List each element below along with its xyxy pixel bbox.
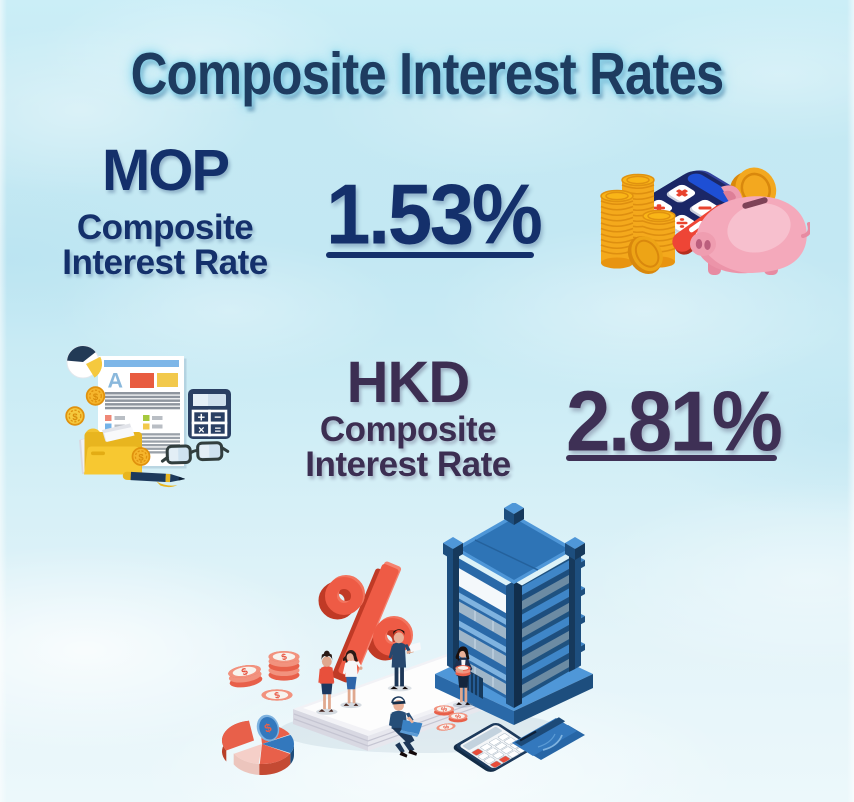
mop-currency: MOP	[101, 138, 230, 203]
people-icons	[316, 629, 474, 758]
glasses-icon	[160, 441, 230, 465]
document-letter: A	[108, 369, 124, 393]
mini-pie-chart-icon	[66, 345, 103, 379]
piggy-bank-savings-illustration	[600, 167, 810, 275]
dollar-glyph: $	[263, 720, 274, 735]
dollar-glyph: $	[72, 412, 78, 423]
hkd-label-block: HKD Composite Interest Rate	[283, 350, 533, 484]
hkd-rate-underline	[566, 455, 777, 461]
mop-label-line2: Interest Rate	[62, 243, 268, 282]
mop-label-line1: Composite	[76, 208, 254, 247]
dollar-glyph: $	[240, 666, 250, 679]
dollar-glyph: $	[138, 452, 144, 463]
hkd-rate: 2.81%	[566, 378, 783, 465]
pen-icon	[122, 471, 185, 488]
dollar-glyph: $	[273, 690, 281, 701]
office-building-icon	[435, 503, 593, 725]
economy-scene-illustration: $ $ $ %%% $	[221, 503, 593, 775]
finance-report-illustration: A	[65, 345, 231, 488]
page-title: Composite Interest Rates	[130, 40, 725, 107]
woman-red-top-icon	[316, 650, 338, 715]
flat-calculator-icon: + − × =	[188, 389, 231, 439]
mop-rate: 1.53%	[326, 171, 543, 258]
percent-glyph: %	[455, 713, 463, 721]
mop-label-block: MOP Composite Interest Rate	[40, 138, 290, 282]
dollar-coins-icon: $ $ $	[228, 651, 300, 701]
dollar-coin-icon: $ $	[65, 386, 106, 426]
hkd-currency: HKD	[346, 350, 471, 415]
man-laptop-icon	[388, 696, 423, 758]
calc-equals-key: =	[215, 425, 221, 437]
woman-coins-icon	[452, 646, 474, 708]
dollar-glyph: $	[93, 392, 99, 403]
dollar-coin-icon: $	[131, 447, 151, 466]
percent-glyph: %	[443, 724, 451, 732]
iso-calculator-icon	[453, 722, 533, 772]
mop-rate-value: 1.53%	[326, 166, 543, 262]
hkd-label-line1: Composite	[319, 410, 497, 449]
calc-times-key: ×	[198, 425, 204, 437]
hkd-rate-value: 2.81%	[566, 373, 783, 469]
woman-white-top-icon	[340, 650, 363, 709]
mop-rate-underline	[326, 252, 534, 258]
coin-stack-icon	[600, 173, 676, 274]
man-suit-icon	[387, 629, 421, 692]
pie-chart-icon: $	[221, 714, 295, 775]
folder-icon	[79, 423, 143, 475]
piggy-bank-icon	[690, 167, 810, 275]
credit-card-icon	[512, 717, 585, 760]
hkd-label-line2: Interest Rate	[305, 445, 511, 484]
calc-minus-key: −	[214, 410, 221, 424]
calc-plus-key: +	[198, 410, 206, 425]
percent-glyph: %	[440, 706, 448, 715]
dollar-glyph: $	[280, 651, 288, 662]
percent-coins-icon: %%%	[434, 705, 468, 732]
